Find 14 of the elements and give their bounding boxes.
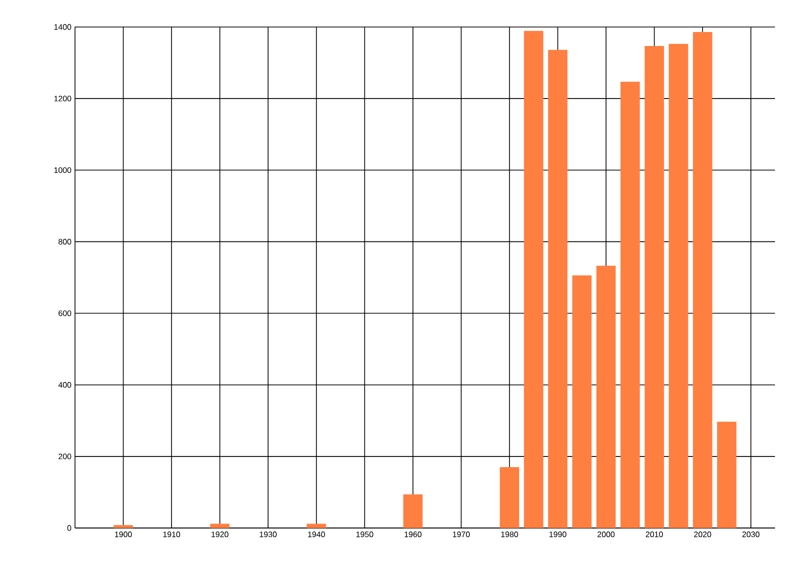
bar	[572, 275, 592, 528]
bar	[620, 82, 640, 528]
bar	[500, 467, 520, 528]
bar	[668, 44, 688, 528]
bar	[596, 266, 616, 528]
bar	[524, 30, 544, 528]
bar	[114, 525, 133, 528]
bar	[644, 46, 664, 528]
bar	[692, 32, 712, 528]
bar	[210, 524, 230, 528]
bar	[403, 494, 423, 528]
bar	[548, 50, 568, 528]
bar	[306, 524, 326, 528]
bar	[717, 422, 736, 528]
